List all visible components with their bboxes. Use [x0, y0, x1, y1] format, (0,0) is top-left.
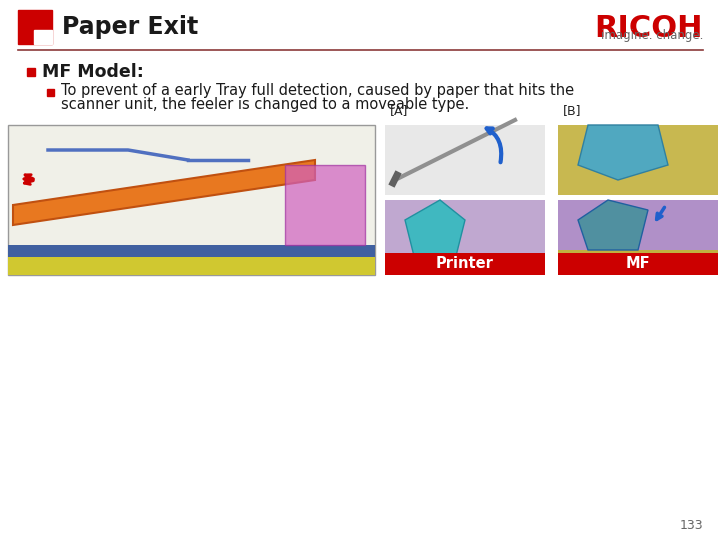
Text: [A]: [A] [390, 104, 408, 117]
Text: MF Model:: MF Model: [42, 63, 144, 81]
Bar [385, 255, 545, 275]
Bar [285, 165, 365, 245]
Bar [558, 125, 718, 195]
Bar [385, 200, 545, 275]
Text: RICOH: RICOH [595, 14, 703, 43]
Bar [385, 253, 545, 275]
Text: To prevent of a early Tray full detection, caused by paper that hits the: To prevent of a early Tray full detectio… [61, 84, 574, 98]
Bar [18, 10, 52, 44]
Polygon shape [405, 200, 465, 260]
Polygon shape [13, 160, 315, 225]
Text: 133: 133 [680, 519, 703, 532]
Text: [B]: [B] [563, 104, 582, 117]
Bar [8, 257, 375, 275]
Text: Printer: Printer [436, 256, 494, 272]
Bar [558, 200, 718, 275]
Bar [385, 125, 545, 195]
Text: imagine. change.: imagine. change. [600, 29, 703, 42]
Bar [8, 245, 375, 257]
Text: scanner unit, the feeler is changed to a moveable type.: scanner unit, the feeler is changed to a… [61, 98, 469, 112]
Text: Paper Exit: Paper Exit [62, 15, 198, 39]
Bar [34, 30, 52, 44]
Bar [8, 125, 375, 275]
Polygon shape [578, 200, 648, 250]
Text: MF: MF [626, 256, 650, 272]
Bar [558, 250, 718, 275]
Bar [27, 68, 35, 76]
Bar [558, 253, 718, 275]
Polygon shape [578, 125, 668, 180]
Bar [47, 89, 54, 96]
